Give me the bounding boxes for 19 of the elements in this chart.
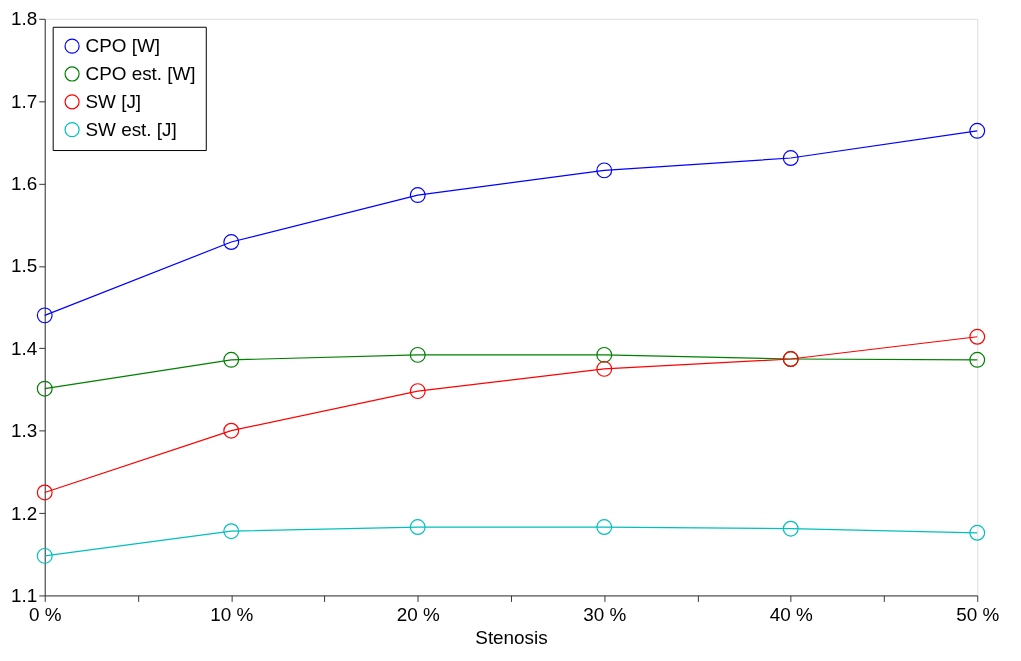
y-tick-label: 1.3: [11, 420, 38, 442]
x-axis-title: Stenosis: [475, 626, 548, 648]
y-tick-label: 1.5: [11, 255, 38, 277]
y-tick-label: 1.1: [11, 584, 38, 606]
y-tick-label: 1.7: [11, 90, 38, 112]
legend-label: SW [J]: [85, 90, 142, 112]
x-tick-label: 40 %: [769, 603, 813, 625]
y-tick-label: 1.6: [11, 173, 38, 195]
legend-label: CPO est. [W]: [85, 62, 196, 84]
y-tick-label: 1.2: [11, 502, 38, 524]
x-tick-label: 30 %: [583, 603, 627, 625]
y-tick-label: 1.8: [11, 8, 38, 30]
y-tick-label: 1.4: [11, 337, 38, 359]
x-tick-label: 20 %: [396, 603, 440, 625]
x-tick-label: 0 %: [28, 603, 62, 625]
legend-label: SW est. [J]: [85, 118, 177, 140]
legend-label: CPO [W]: [85, 35, 160, 57]
x-tick-label: 10 %: [210, 603, 254, 625]
x-tick-label: 50 %: [956, 603, 1000, 625]
